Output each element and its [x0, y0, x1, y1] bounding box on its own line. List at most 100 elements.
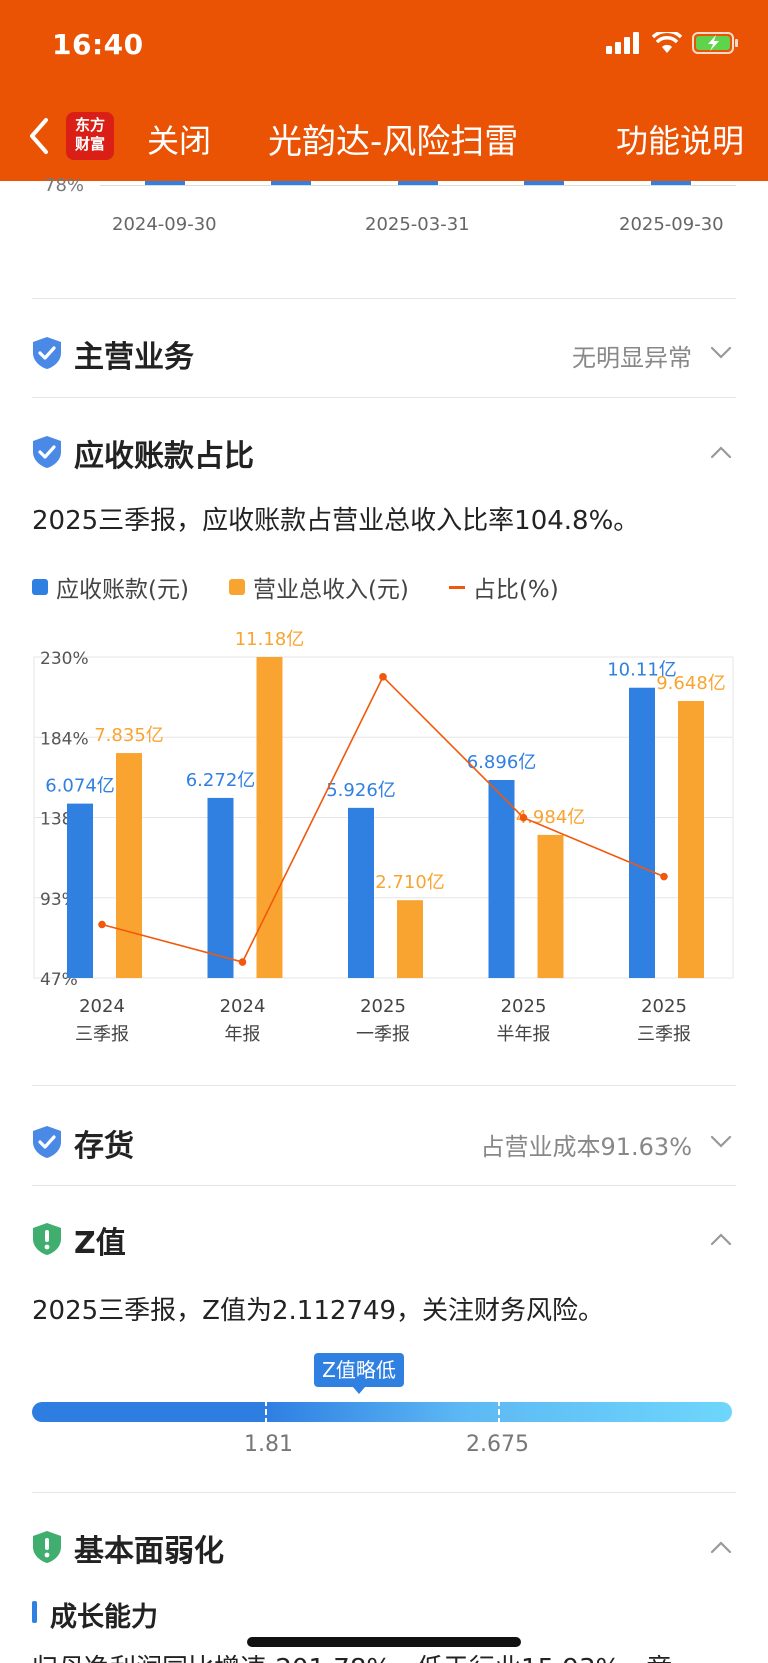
- chevron-up-icon: [710, 446, 732, 459]
- signal-icon: [606, 32, 639, 54]
- receivable-value-label: 5.926亿: [326, 780, 396, 801]
- receivable-bar: [67, 803, 93, 978]
- receivables-chart: 230%184%138%93%47%6.074亿7.835亿2024三季报6.2…: [33, 629, 734, 1045]
- home-indicator[interactable]: [247, 1637, 521, 1647]
- top-chart-axis: [100, 185, 736, 186]
- ratio-point: [660, 872, 668, 881]
- revenue-value-label: 4.984亿: [516, 807, 586, 828]
- revenue-value-label: 9.648亿: [656, 673, 726, 694]
- revenue-bar: [256, 657, 283, 978]
- section-z-value[interactable]: Z值: [32, 1214, 736, 1262]
- section-title: 存货: [74, 1129, 134, 1164]
- section-divider: [32, 298, 736, 299]
- receivable-value-label: 6.074亿: [45, 776, 115, 797]
- x-tick-label: 2025: [641, 996, 687, 1017]
- revenue-bar: [116, 753, 142, 978]
- section-divider: [32, 1185, 736, 1186]
- receivable-bar: [207, 797, 234, 978]
- top-chart-remnant: 78% 2024-09-30 2025-03-31 2025-09-30: [0, 175, 768, 301]
- x-tick-label: 半年报: [497, 1024, 551, 1045]
- revenue-bar: [537, 834, 564, 978]
- shield-warning-icon: [33, 1531, 61, 1563]
- receivable-value-label: 6.272亿: [186, 770, 256, 791]
- top-chart-x-label: 2025-09-30: [619, 214, 724, 235]
- receivable-bar: [348, 807, 374, 978]
- shield-warning-icon: [33, 1223, 61, 1255]
- y-tick-label: 230%: [40, 649, 89, 669]
- z-value-description: 2025三季报，Z值为2.112749，关注财务风险。: [32, 1296, 605, 1326]
- top-chart-x-label: 2024-09-30: [112, 214, 217, 235]
- help-button[interactable]: 功能说明: [615, 122, 744, 160]
- top-chart-bar: [271, 181, 311, 185]
- section-divider: [32, 1492, 736, 1493]
- subheading-accent: [32, 1601, 37, 1623]
- x-tick-label: 一季报: [356, 1024, 410, 1045]
- section-inventory[interactable]: 存货 占营业成本91.63%: [32, 1117, 736, 1165]
- section-fundamental[interactable]: 基本面弱化: [32, 1522, 736, 1570]
- section-status: 占营业成本91.63%: [480, 1133, 692, 1161]
- back-button[interactable]: [24, 114, 64, 158]
- subheading-label: 成长能力: [50, 1602, 158, 1633]
- top-chart-x-label: 2025-03-31: [365, 214, 470, 235]
- chevron-up-icon: [710, 1541, 732, 1554]
- chevron-down-icon: [710, 346, 732, 359]
- nav-bar: 东方 财富 关闭 光韵达-风险扫雷 功能说明: [0, 108, 768, 164]
- legend-label: 占比(%): [472, 577, 559, 603]
- x-tick-label: 2025: [360, 996, 406, 1017]
- logo-line2: 财富: [74, 135, 105, 153]
- shield-check-icon: [33, 337, 61, 369]
- page-title: 光韵达-风险扫雷: [268, 122, 519, 162]
- fundamental-description: 归母净利润同比增速-201.78%，低于行业15.93%，竞: [32, 1648, 672, 1663]
- y-tick-label: 184%: [40, 729, 89, 749]
- chevron-down-icon: [710, 1135, 732, 1148]
- legend-item-revenue[interactable]: 营业总收入(元): [228, 570, 409, 604]
- top-chart-bar: [524, 181, 564, 185]
- shield-check-icon: [33, 436, 61, 468]
- section-status: 无明显异常: [572, 344, 692, 372]
- revenue-bar: [678, 700, 704, 978]
- receivable-value-label: 6.896亿: [467, 752, 537, 773]
- status-time: 16:40: [52, 28, 144, 61]
- status-icons: [606, 30, 740, 56]
- legend-item-ratio[interactable]: 占比(%): [448, 570, 559, 604]
- revenue-bar: [397, 900, 423, 978]
- x-tick-label: 2025: [501, 996, 547, 1017]
- section-receivables[interactable]: 应收账款占比: [32, 427, 736, 475]
- x-tick-label: 年报: [225, 1024, 261, 1045]
- z-gauge-tick: 2.675: [466, 1432, 529, 1457]
- battery-icon: [692, 32, 738, 54]
- chevron-up-icon: [710, 1233, 732, 1246]
- z-value-gauge: [32, 1402, 732, 1422]
- receivable-bar: [488, 780, 515, 978]
- ratio-point: [238, 958, 247, 966]
- section-title: Z值: [74, 1226, 126, 1261]
- chart-legend: 应收账款(元) 营业总收入(元) 占比(%): [32, 570, 599, 604]
- receivables-description: 2025三季报，应收账款占营业总收入比率104.8%。: [32, 506, 640, 536]
- x-tick-label: 三季报: [75, 1024, 129, 1045]
- receivable-bar: [629, 687, 655, 978]
- section-main-business[interactable]: 主营业务 无明显异常: [32, 328, 736, 376]
- section-divider: [32, 397, 736, 398]
- top-chart-bar: [145, 181, 185, 185]
- ratio-point: [519, 813, 528, 822]
- top-chart-y-label: 78%: [44, 175, 85, 196]
- app-header: 16:40 东方 财富 关闭 光韵达-风: [0, 0, 768, 181]
- ratio-point: [98, 920, 106, 929]
- app-logo: 东方 财富: [66, 112, 114, 160]
- z-gauge-marker: [265, 1400, 267, 1424]
- legend-label: 营业总收入(元): [252, 577, 409, 603]
- shield-check-icon: [33, 1126, 61, 1158]
- z-gauge-tick: 1.81: [244, 1432, 293, 1457]
- receivable-value-label: 10.11亿: [607, 660, 677, 681]
- z-value-badge: Z值略低: [314, 1353, 404, 1394]
- legend-swatch: [32, 579, 48, 595]
- x-tick-label: 三季报: [637, 1024, 691, 1045]
- section-title: 应收账款占比: [74, 439, 254, 474]
- x-tick-label: 2024: [220, 996, 266, 1017]
- chevron-left-icon: [30, 118, 48, 154]
- revenue-value-label: 7.835亿: [94, 725, 164, 746]
- close-button[interactable]: 关闭: [147, 122, 212, 160]
- x-tick-label: 2024: [79, 996, 125, 1017]
- legend-item-receivable[interactable]: 应收账款(元): [32, 570, 189, 604]
- legend-label: 应收账款(元): [56, 577, 189, 603]
